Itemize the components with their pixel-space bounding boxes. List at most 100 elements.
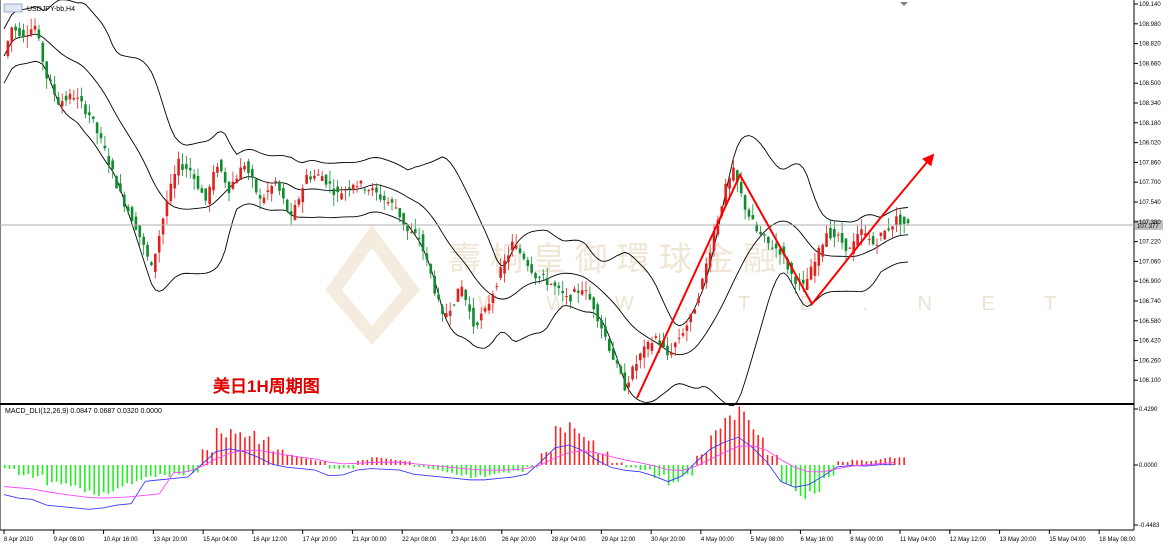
candle-body <box>510 241 514 251</box>
macd-histogram-bar <box>865 461 868 465</box>
macd-axis-label: 0.0000 <box>1139 463 1158 469</box>
macd-histogram-bar <box>719 428 722 465</box>
candle-body <box>410 231 413 233</box>
macd-histogram-bar <box>842 461 844 465</box>
macd-histogram-bar <box>710 435 712 465</box>
macd-histogram-bar <box>512 465 515 471</box>
macd-histogram-bar <box>437 465 439 470</box>
candle-body <box>80 95 83 102</box>
macd-histogram-bar <box>795 465 797 492</box>
candle-body <box>142 236 145 245</box>
candle-body <box>569 295 572 302</box>
candle-body <box>68 93 72 100</box>
macd-histogram-bar <box>696 455 698 465</box>
macd-histogram-bar <box>277 449 279 465</box>
symbol-icon <box>3 3 23 13</box>
y-axis-label: 108.500 <box>1139 81 1161 87</box>
macd-histogram-bar <box>827 465 830 478</box>
candle-body <box>712 231 716 251</box>
candle-body <box>902 216 906 224</box>
candle-body <box>305 174 308 184</box>
macd-histogram-bar <box>653 465 656 478</box>
candle-body <box>84 104 87 115</box>
macd-histogram-bar <box>484 465 486 478</box>
macd-histogram-bar <box>423 465 425 468</box>
candle-body <box>49 79 52 82</box>
candle-body <box>891 226 894 230</box>
candle-body <box>355 186 359 188</box>
candle-body <box>778 248 782 255</box>
symbol-label: USDJPY-bb,H4 <box>27 6 75 13</box>
trend-zigzag-line <box>636 172 883 399</box>
x-axis-label: 13 Apr 20:00 <box>153 537 188 543</box>
macd-histogram-bar <box>112 465 114 492</box>
x-axis-label: 21 Apr 00:00 <box>352 537 387 543</box>
candle-body <box>693 309 696 314</box>
macd-histogram-bar <box>799 465 802 497</box>
candle-body <box>313 175 316 179</box>
candle-body <box>33 25 37 30</box>
candle-body <box>247 161 250 173</box>
macd-histogram-bar <box>319 461 322 465</box>
candle-body <box>107 155 111 166</box>
candle-body <box>580 290 584 295</box>
candle-body <box>10 27 14 43</box>
x-axis-label: 8 May 00:00 <box>850 537 884 543</box>
candle-body <box>270 185 274 194</box>
macd-histogram-bar <box>60 465 63 485</box>
candle-body <box>491 293 495 303</box>
x-axis-label: 6 May 16:00 <box>800 537 834 543</box>
macd-histogram-bar <box>766 454 769 465</box>
macd-histogram-bar <box>813 465 816 494</box>
candle-body <box>592 297 596 310</box>
candle-body <box>274 181 277 183</box>
chart-shift-marker[interactable] <box>900 2 908 6</box>
candle-body <box>398 207 402 218</box>
macd-histogram-bar <box>875 460 877 465</box>
y-axis-label: 108.340 <box>1139 101 1161 107</box>
candle-body <box>654 336 658 338</box>
candle-body <box>262 197 266 203</box>
candle-body <box>561 290 565 294</box>
candle-body <box>662 340 665 347</box>
macd-histogram-bar <box>846 462 849 465</box>
macd-histogram-bar <box>79 465 81 489</box>
candle-body <box>607 338 611 351</box>
candle-body <box>732 167 735 181</box>
macd-histogram-bar <box>686 465 689 475</box>
y-axis-label: 108.820 <box>1139 42 1161 48</box>
candle-body <box>627 382 630 388</box>
candle-body <box>216 166 219 173</box>
candle-body <box>739 182 743 194</box>
macd-axis-label: -0.4483 <box>1139 523 1160 529</box>
candle-body <box>864 233 867 236</box>
candle-body <box>844 238 848 251</box>
candle-body <box>320 176 324 181</box>
candle-body <box>18 28 21 36</box>
candle-body <box>91 116 95 119</box>
candle-body <box>526 259 530 266</box>
macd-histogram-bar <box>295 456 298 465</box>
macd-histogram-bar <box>88 465 91 491</box>
candle-body <box>134 216 138 230</box>
candle-body <box>161 218 165 235</box>
macd-histogram-bar <box>771 455 774 465</box>
candle-body <box>14 26 17 31</box>
macd-histogram-bar <box>201 449 204 465</box>
candle-body <box>76 97 80 99</box>
macd-histogram-bar <box>413 465 416 467</box>
candle-body <box>95 122 99 134</box>
candle-body <box>181 164 184 170</box>
candle-body <box>309 176 312 180</box>
candle-body <box>666 345 669 356</box>
candle-body <box>518 248 522 253</box>
macd-histogram-bar <box>540 453 543 465</box>
chart-annotation-title: 美日1H周期图 <box>213 376 320 396</box>
y-axis-label: 109.140 <box>1139 2 1161 8</box>
macd-histogram-bar <box>903 457 905 465</box>
candle-body <box>584 290 588 292</box>
candle-body <box>724 183 727 206</box>
candle-body <box>406 224 409 232</box>
macd-label: MACD_DLI(12,26,9) 0.0847 0.0687 0.0320 0… <box>5 408 162 415</box>
